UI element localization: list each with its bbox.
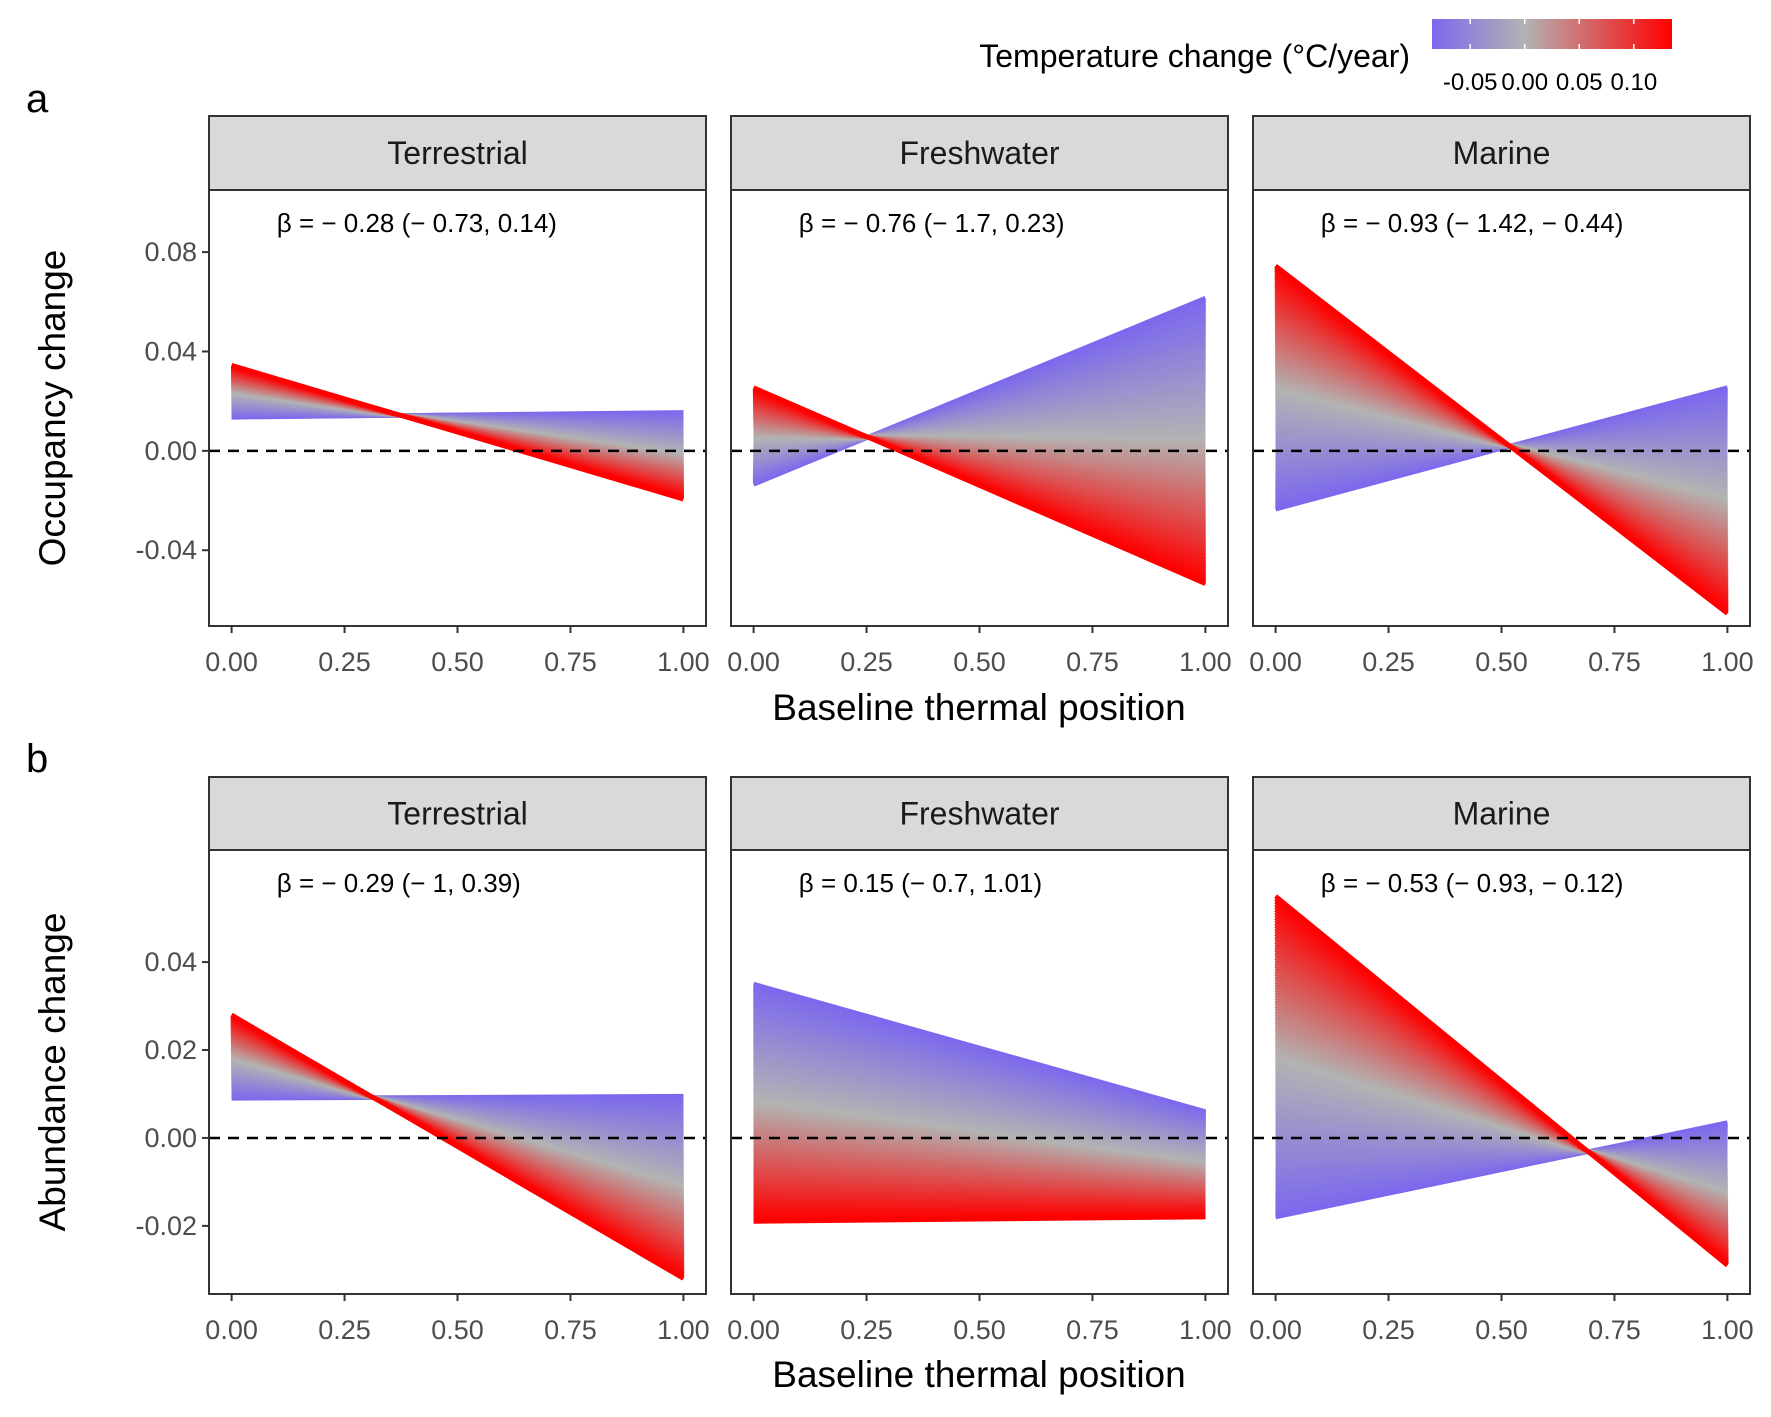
beta-annotation: β = − 0.76 (− 1.7, 0.23) <box>799 208 1065 238</box>
temperature-fan <box>230 362 685 502</box>
panel-letter: a <box>26 77 49 121</box>
fan-line <box>230 1012 685 1281</box>
x-tick-label: 0.50 <box>431 647 484 677</box>
y-tick-label: -0.04 <box>135 535 197 565</box>
facet-terrestrial: Terrestrial β = − 0.29 (− 1, 0.39) 0.00 0.2… <box>205 776 710 1345</box>
beta-annotation: β = − 0.29 (− 1, 0.39) <box>277 868 521 898</box>
y-tick-label: 0.02 <box>144 1035 197 1065</box>
facet-strip-label: Freshwater <box>899 135 1059 171</box>
fan-line <box>752 385 1207 586</box>
x-tick-label: 1.00 <box>1701 1315 1754 1345</box>
x-tick-label: 0.25 <box>318 1315 371 1345</box>
legend-tick-label: 0.05 <box>1556 69 1603 96</box>
x-tick-label: 0.00 <box>727 647 780 677</box>
beta-annotation: β = 0.15 (− 0.7, 1.01) <box>799 868 1042 898</box>
y-tick-label: 0.04 <box>144 947 197 977</box>
beta-annotation: β = − 0.93 (− 1.42, − 0.44) <box>1321 208 1624 238</box>
x-tick-label: 0.75 <box>1588 1315 1641 1345</box>
x-tick-label: 0.75 <box>544 1315 597 1345</box>
facet-marine: Marine β = − 0.53 (− 0.93, − 0.12) 0.00 0.2… <box>1249 776 1754 1345</box>
temperature-fan <box>1274 263 1729 616</box>
x-tick-label: 0.50 <box>953 1315 1006 1345</box>
y-tick-label: 0.00 <box>144 436 197 466</box>
temperature-fan <box>752 295 1207 586</box>
fan-line <box>230 362 685 502</box>
legend: Temperature change (°C/year) -0.05 0.00 0.0… <box>979 19 1672 96</box>
facet-strip-label: Marine <box>1453 796 1551 832</box>
legend-title: Temperature change (°C/year) <box>979 38 1410 74</box>
x-tick-label: 1.00 <box>1179 1315 1232 1345</box>
y-tick-label: 0.08 <box>144 237 197 267</box>
x-tick-label: 0.00 <box>1249 1315 1302 1345</box>
facet-terrestrial: Terrestrial β = − 0.28 (− 0.73, 0.14) 0.00… <box>205 115 710 677</box>
temperature-fan <box>752 981 1207 1224</box>
facet-strip-label: Freshwater <box>899 796 1059 832</box>
x-tick-label: 0.25 <box>1362 647 1415 677</box>
facet-strip-label: Terrestrial <box>387 796 527 832</box>
x-tick-label: 0.25 <box>840 1315 893 1345</box>
legend-tick-label: -0.05 <box>1443 69 1498 96</box>
x-axis-title: Baseline thermal position <box>772 1354 1185 1395</box>
panel-b: b Abundance change Baseline thermal positi… <box>26 737 1754 1395</box>
x-tick-label: 0.75 <box>1066 1315 1119 1345</box>
x-tick-label: 0.75 <box>1588 647 1641 677</box>
panel-a: a Occupancy change Baseline thermal positi… <box>26 77 1754 728</box>
facet-freshwater: Freshwater β = − 0.76 (− 1.7, 0.23) 0.00 0.… <box>727 115 1232 677</box>
facet-freshwater: Freshwater β = 0.15 (− 0.7, 1.01) 0.00 0.25… <box>727 776 1232 1345</box>
x-tick-label: 0.00 <box>205 1315 258 1345</box>
fan-line <box>1274 263 1729 616</box>
fan-line <box>753 1214 1206 1224</box>
x-tick-label: 1.00 <box>1701 647 1754 677</box>
facet-strip-label: Terrestrial <box>387 135 527 171</box>
facet-strip <box>208 115 707 191</box>
facet-strip <box>1252 776 1751 851</box>
facet-strip-label: Marine <box>1453 135 1551 171</box>
beta-annotation: β = − 0.28 (− 0.73, 0.14) <box>277 208 557 238</box>
x-tick-label: 1.00 <box>657 647 710 677</box>
x-tick-label: 1.00 <box>657 1315 710 1345</box>
beta-annotation: β = − 0.53 (− 0.93, − 0.12) <box>1321 868 1624 898</box>
x-tick-label: 0.50 <box>431 1315 484 1345</box>
x-tick-label: 0.00 <box>205 647 258 677</box>
facet-marine: Marine β = − 0.93 (− 1.42, − 0.44) 0.00 0.2… <box>1249 115 1754 677</box>
facet-strip <box>730 776 1229 851</box>
legend-tick-label: 0.10 <box>1610 69 1657 96</box>
panel-letter: b <box>26 737 48 781</box>
x-tick-label: 0.25 <box>840 647 893 677</box>
x-tick-label: 0.50 <box>953 647 1006 677</box>
x-tick-label: 0.75 <box>1066 647 1119 677</box>
y-tick-label: -0.02 <box>135 1211 197 1241</box>
temperature-fan <box>1274 894 1729 1268</box>
y-axis-title: Abundance change <box>32 913 73 1232</box>
x-tick-label: 0.50 <box>1475 1315 1528 1345</box>
x-tick-label: 0.50 <box>1475 647 1528 677</box>
x-tick-label: 0.00 <box>1249 647 1302 677</box>
x-axis-title: Baseline thermal position <box>772 687 1185 728</box>
x-tick-label: 0.75 <box>544 647 597 677</box>
x-tick-label: 0.25 <box>1362 1315 1415 1345</box>
y-axis-title: Occupancy change <box>32 250 73 567</box>
fan-line <box>1274 894 1729 1268</box>
legend-tick-label: 0.00 <box>1501 69 1548 96</box>
y-tick-label: 0.04 <box>144 336 197 366</box>
y-tick-label: 0.00 <box>144 1123 197 1153</box>
x-tick-label: 0.00 <box>727 1315 780 1345</box>
legend-colorbar <box>1432 19 1672 49</box>
x-tick-label: 0.25 <box>318 647 371 677</box>
facet-strip <box>208 776 707 851</box>
x-tick-label: 1.00 <box>1179 647 1232 677</box>
temperature-fan <box>230 1012 685 1281</box>
